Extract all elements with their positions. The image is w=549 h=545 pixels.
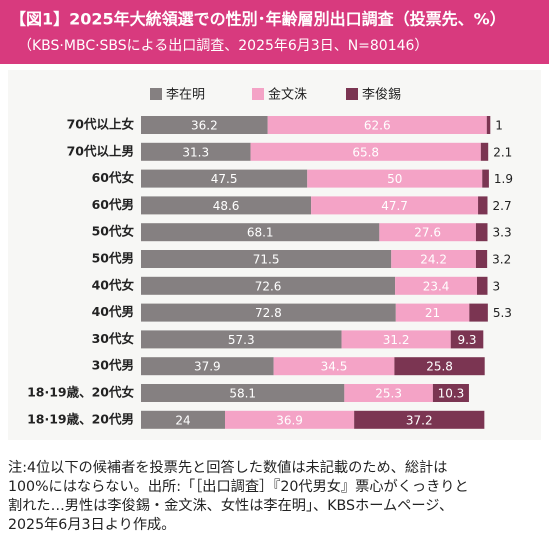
legend-swatch: [252, 88, 264, 100]
bar-segment: [141, 223, 380, 242]
value-label: 57.3: [228, 333, 255, 347]
category-label: 40代男: [92, 304, 134, 319]
bar-segment: [475, 223, 488, 242]
bar-segment: [141, 116, 268, 134]
value-label: 27.6: [414, 226, 441, 240]
legend-label: 金文洙: [268, 87, 307, 103]
value-label: 71.5: [253, 253, 280, 267]
bar-segment: [486, 116, 491, 134]
category-label: 40代女: [92, 277, 135, 292]
value-label: 47.7: [381, 199, 408, 213]
bar-segment: [395, 276, 477, 295]
value-label: 50: [387, 172, 402, 186]
bar-segment: [344, 384, 433, 402]
value-label: 58.1: [229, 387, 256, 401]
value-label: 24: [175, 413, 190, 427]
bar-segment: [273, 357, 395, 376]
note: 2025年6月3日より作成。: [8, 517, 175, 533]
bar-segment: [469, 303, 488, 322]
value-label: 1.9: [494, 172, 513, 186]
bar-segment: [141, 330, 342, 349]
value-label: 3: [493, 279, 501, 293]
category-label: 50代男: [92, 251, 134, 266]
bar-segment: [480, 142, 489, 161]
chart-subtitle: （KBS·MBC·SBSによる出口調査、2025年6月3日、N=80146）: [18, 38, 428, 54]
legend-swatch: [150, 88, 162, 100]
value-label: 3.2: [492, 253, 511, 267]
bar-segment: [141, 169, 308, 188]
value-label: 1: [495, 119, 503, 133]
value-label: 36.9: [276, 413, 303, 427]
note: 100%にはならない。出所:「［出口調査］『20代男女』票心がくっきりと: [8, 478, 469, 495]
value-label: 25.8: [426, 360, 453, 374]
value-label: 24.2: [420, 253, 447, 267]
bar-segment: [341, 330, 451, 349]
bar-segment: [354, 410, 485, 429]
value-label: 31.3: [182, 145, 209, 159]
value-label: 3.3: [493, 226, 512, 240]
value-label: 47.5: [211, 172, 238, 186]
bar-segment: [141, 384, 345, 402]
value-label: 9.3: [457, 333, 476, 347]
legend-label: 李俊錫: [362, 88, 401, 103]
value-label: 48.6: [213, 199, 240, 213]
bar-segment: [225, 410, 355, 429]
value-label: 25.3: [375, 387, 402, 401]
category-label: 18·19歳、20代男: [27, 411, 134, 426]
category-label: 30代男: [92, 358, 134, 373]
value-label: 2.1: [493, 145, 512, 159]
value-label: 21: [425, 306, 440, 320]
bar-segment: [394, 357, 485, 376]
bar-segment: [141, 250, 392, 268]
legend-swatch: [346, 88, 358, 100]
category-label: 60代女: [92, 170, 135, 185]
note: 割れた…男性は李俊錫・金文洙、女性は李在明」、KBSホームページ、: [8, 497, 453, 514]
bar-segment: [141, 357, 274, 376]
legend-label: 李在明: [166, 88, 205, 103]
category-label: 70代以上女: [67, 117, 135, 132]
bar-segment: [475, 250, 488, 268]
bar-segment: [250, 142, 481, 161]
value-label: 34.5: [321, 360, 348, 374]
bar-segment: [311, 196, 479, 215]
value-label: 36.2: [191, 119, 218, 133]
value-label: 2.7: [493, 199, 512, 213]
bar-segment: [267, 116, 487, 134]
bar-segment: [432, 384, 469, 402]
value-label: 23.4: [423, 279, 450, 293]
chart-title: 【図1】2025年大統領選での性別･年齢層別出口調査（投票先、%）: [10, 10, 506, 29]
value-label: 5.3: [493, 306, 512, 320]
note: 注:4位以下の候補者を投票先と回答した数値は未記載のため、総計は: [8, 459, 447, 476]
bar-segment: [477, 276, 488, 295]
category-label: 30代女: [92, 331, 135, 346]
bar-segment: [141, 142, 251, 161]
title-banner: [0, 0, 549, 64]
value-label: 37.2: [406, 413, 433, 427]
bar-segment: [482, 169, 489, 188]
value-label: 72.6: [255, 279, 282, 293]
bar-segment: [141, 410, 225, 429]
bar-segment: [141, 276, 396, 295]
bar-segment: [395, 303, 470, 322]
bar-segment: [141, 303, 396, 322]
bar-segment: [379, 223, 476, 242]
value-label: 31.2: [383, 333, 410, 347]
bar-segment: [478, 196, 488, 215]
category-label: 60代男: [92, 197, 134, 212]
value-label: 37.9: [194, 360, 221, 374]
value-label: 72.8: [255, 306, 282, 320]
bar-segment: [307, 169, 483, 188]
category-label: 18·19歳、20代女: [27, 385, 134, 400]
bar-segment: [141, 196, 312, 215]
category-label: 50代女: [92, 224, 135, 239]
bar-segment: [391, 250, 476, 268]
value-label: 65.8: [352, 145, 379, 159]
value-label: 62.6: [364, 119, 391, 133]
bar-segment: [450, 330, 484, 349]
value-label: 10.3: [438, 387, 465, 401]
value-label: 68.1: [247, 226, 274, 240]
category-label: 70代以上男: [67, 143, 134, 158]
